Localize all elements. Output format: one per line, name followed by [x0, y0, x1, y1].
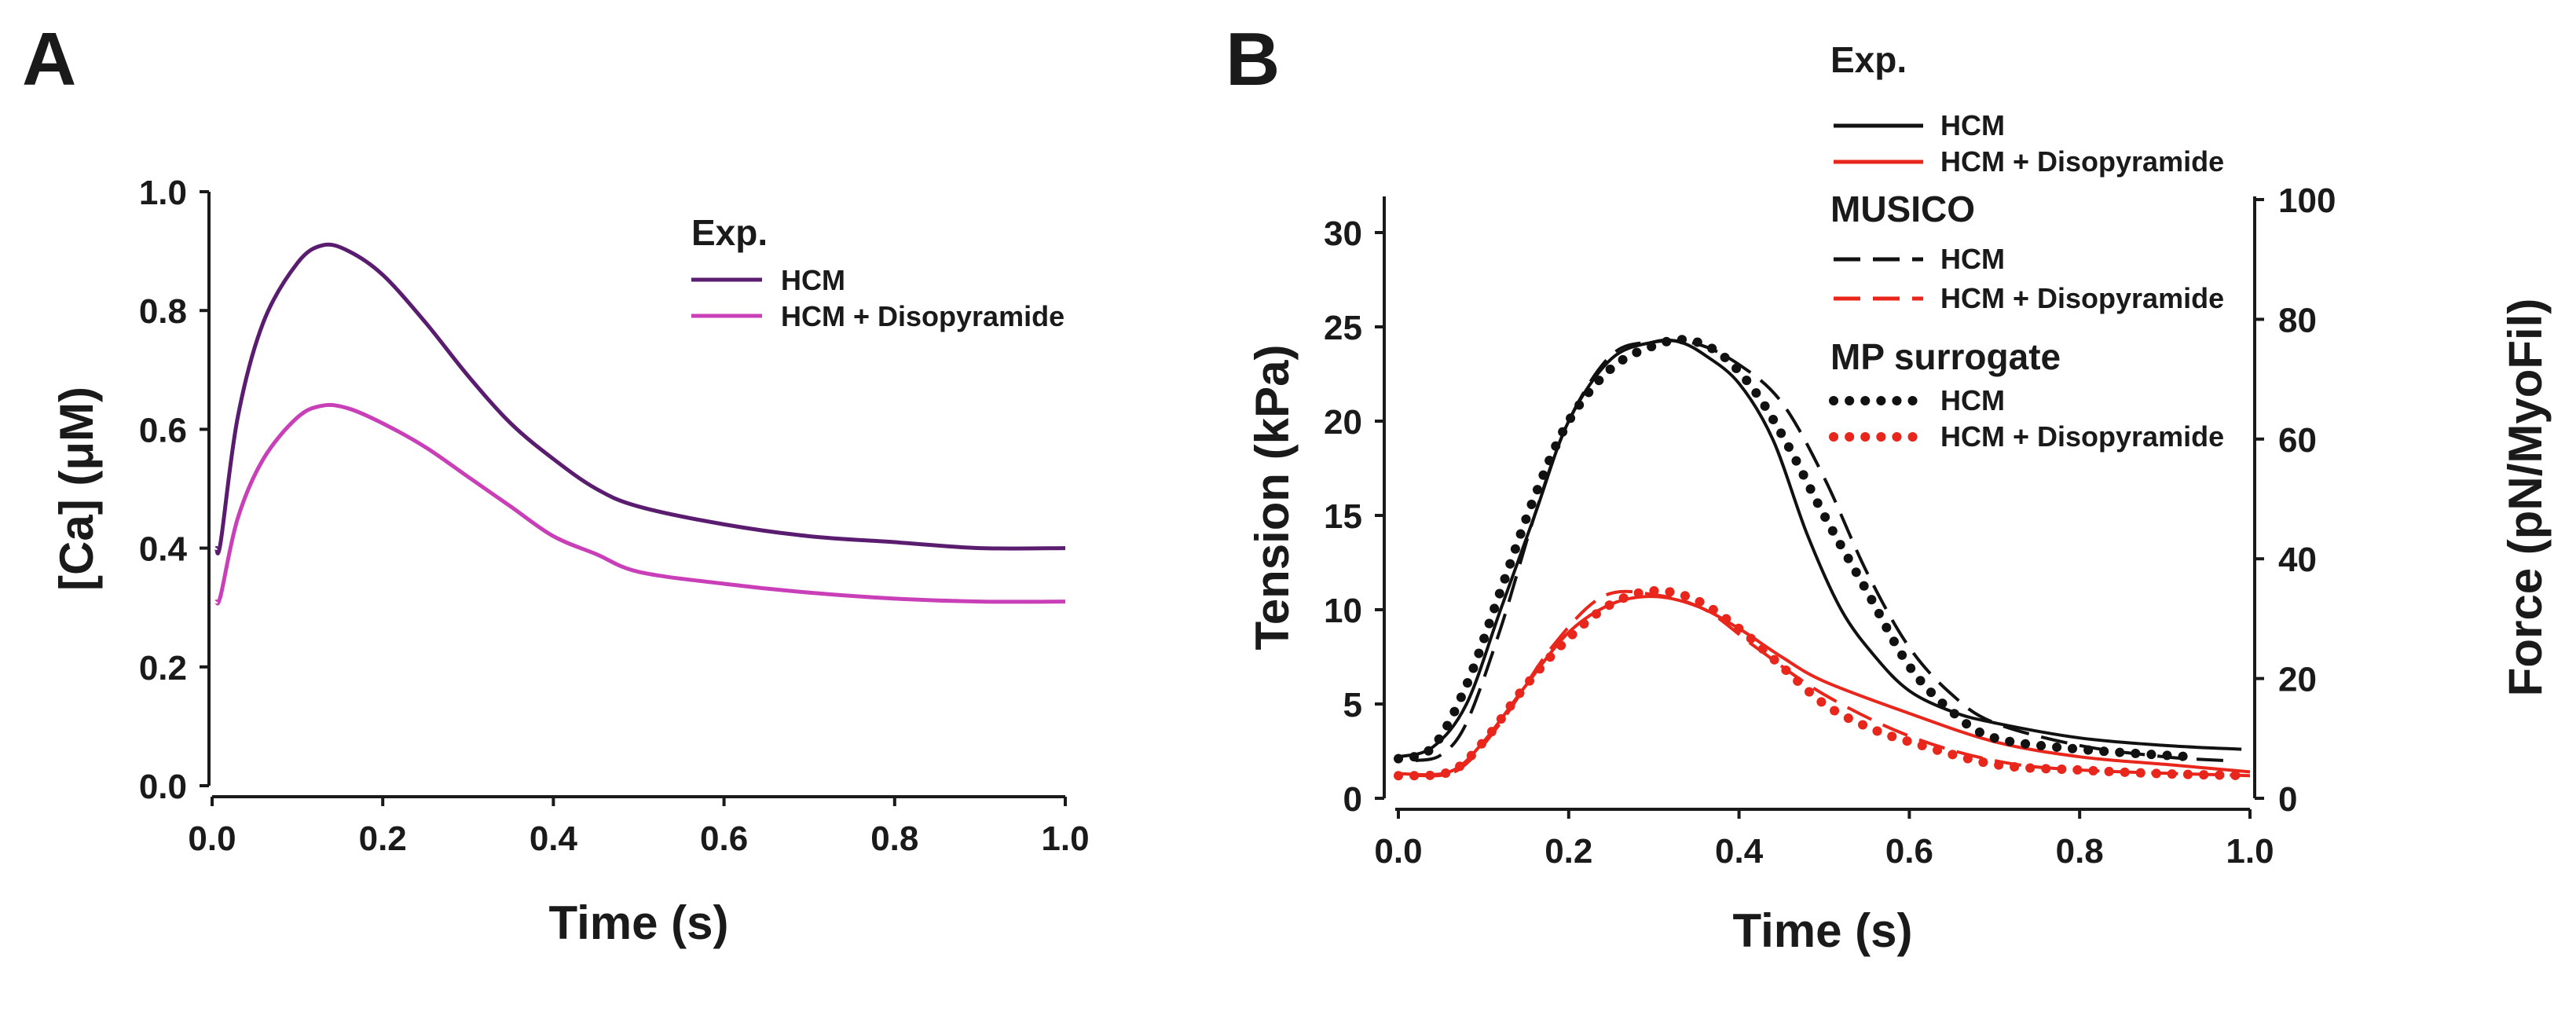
- y2-tick-label-b: 60: [2278, 421, 2317, 460]
- legend-b: Exp. MUSICO MP surrogate HCM HCM + Disop…: [1829, 39, 2224, 453]
- y-tick-label-a: 0.6: [139, 411, 187, 449]
- x-tick-label-a: 0.0: [188, 820, 236, 858]
- legend-label-disopyramide: HCM + Disopyramide: [781, 300, 1064, 332]
- legend-title-a: Exp.: [691, 212, 768, 253]
- y-tick-label-b: 25: [1324, 309, 1362, 347]
- y2-tick-label-b: 0: [2278, 780, 2297, 819]
- y2-tick-label-b: 40: [2278, 541, 2317, 579]
- y-tick-label-a: 0.8: [139, 292, 187, 331]
- series-line-hcm-disopyramide: [214, 402, 1066, 606]
- x-tick-label-b: 1.0: [2226, 832, 2274, 871]
- x-tick-label-b: 0.4: [1715, 832, 1764, 871]
- curves-b: [1394, 335, 2255, 781]
- y2-tick-label-b: 80: [2278, 301, 2317, 339]
- y-tick-label-b: 0: [1343, 780, 1362, 819]
- series-line-musico-hcm: [1415, 339, 2225, 762]
- y-tick-label-a: 1.0: [139, 174, 187, 212]
- y-tick-label-b: 5: [1343, 686, 1362, 724]
- panel-a: A 0.0 0.2 0.4 0.6 0.8 1.0 0.0 0.2 0.4 0.6 0.8 1.0 T…: [22, 17, 1090, 949]
- x-tick-label-a: 0.6: [700, 820, 748, 858]
- y-tick-label-a: 0.2: [139, 649, 187, 688]
- x-tick-label-b: 0.8: [2056, 832, 2104, 871]
- legend-label-mp-hcm: HCM: [1940, 384, 2005, 416]
- legend-label-hcm: HCM: [781, 264, 845, 296]
- legend-label-musico-disopyramide: HCM + Disopyramide: [1940, 282, 2224, 314]
- legend-label-musico-hcm: HCM: [1940, 243, 2005, 275]
- legend-label-mp-disopyramide: HCM + Disopyramide: [1940, 420, 2224, 453]
- x-tick-label-b: 0.2: [1545, 832, 1592, 871]
- curves-a: [214, 242, 1066, 606]
- series-line-mp-surrogate-hcm: [1394, 335, 2196, 764]
- y-tick-label-b: 10: [1324, 592, 1362, 630]
- series-line-exp--hcm-disopyramide: [1398, 595, 2251, 777]
- series-line-exp--hcm: [1398, 338, 2242, 759]
- x-axis-label-b: Time (s): [1733, 904, 1913, 957]
- legend-label-exp-hcm: HCM: [1940, 109, 2005, 141]
- y2-tick-label-b: 100: [2278, 182, 2336, 220]
- y-tick-label-a: 0.0: [139, 768, 187, 806]
- legend-a: Exp. HCM HCM + Disopyramide: [691, 212, 1064, 332]
- x-axis-label-a: Time (s): [549, 896, 729, 949]
- x-tick-label-a: 1.0: [1041, 820, 1089, 858]
- y-axis-label-a: [Ca] (μM): [50, 387, 103, 591]
- legend-label-exp-disopyramide: HCM + Disopyramide: [1940, 145, 2224, 178]
- y-tick-label-b: 20: [1324, 403, 1362, 442]
- legend-group-mp-surrogate: MP surrogate: [1830, 336, 2061, 377]
- panel-b: B 0 5 10 15 20 25 30 0 20 40 60 80 100 0.0 0.2 0.4 0.6 0.…: [1226, 17, 2552, 957]
- ticks-b: 0 5 10 15 20 25 30 0 20 40 60 80 100 0.0 0.2 0.4 0.6 0.8 1…: [1324, 182, 2336, 871]
- ticks-a: 0.0 0.2 0.4 0.6 0.8 1.0 0.0 0.2 0.4 0.6 0.8 1.0: [139, 174, 1090, 858]
- x-tick-label-a: 0.4: [529, 820, 578, 858]
- y-axis-label-b: Tension (kPa): [1246, 345, 1299, 651]
- panel-label-a: A: [22, 17, 76, 101]
- x-tick-label-a: 0.2: [359, 820, 407, 858]
- x-tick-label-a: 0.8: [870, 820, 918, 858]
- panel-label-b: B: [1226, 17, 1280, 101]
- y2-axis-label-b: Force (pN/MyoFil): [2499, 299, 2552, 697]
- x-tick-label-b: 0.6: [1885, 832, 1933, 871]
- series-line-hcm: [214, 242, 1066, 556]
- legend-group-musico: MUSICO: [1830, 189, 1975, 229]
- x-tick-label-b: 0.0: [1374, 832, 1422, 871]
- series-line-mp-surrogate-hcm-disopyramide: [1394, 585, 2255, 781]
- y-tick-label-b: 15: [1324, 497, 1362, 536]
- y2-tick-label-b: 20: [2278, 661, 2317, 699]
- y-tick-label-b: 30: [1324, 214, 1362, 253]
- legend-group-exp: Exp.: [1830, 39, 1907, 80]
- y-tick-label-a: 0.4: [139, 530, 188, 569]
